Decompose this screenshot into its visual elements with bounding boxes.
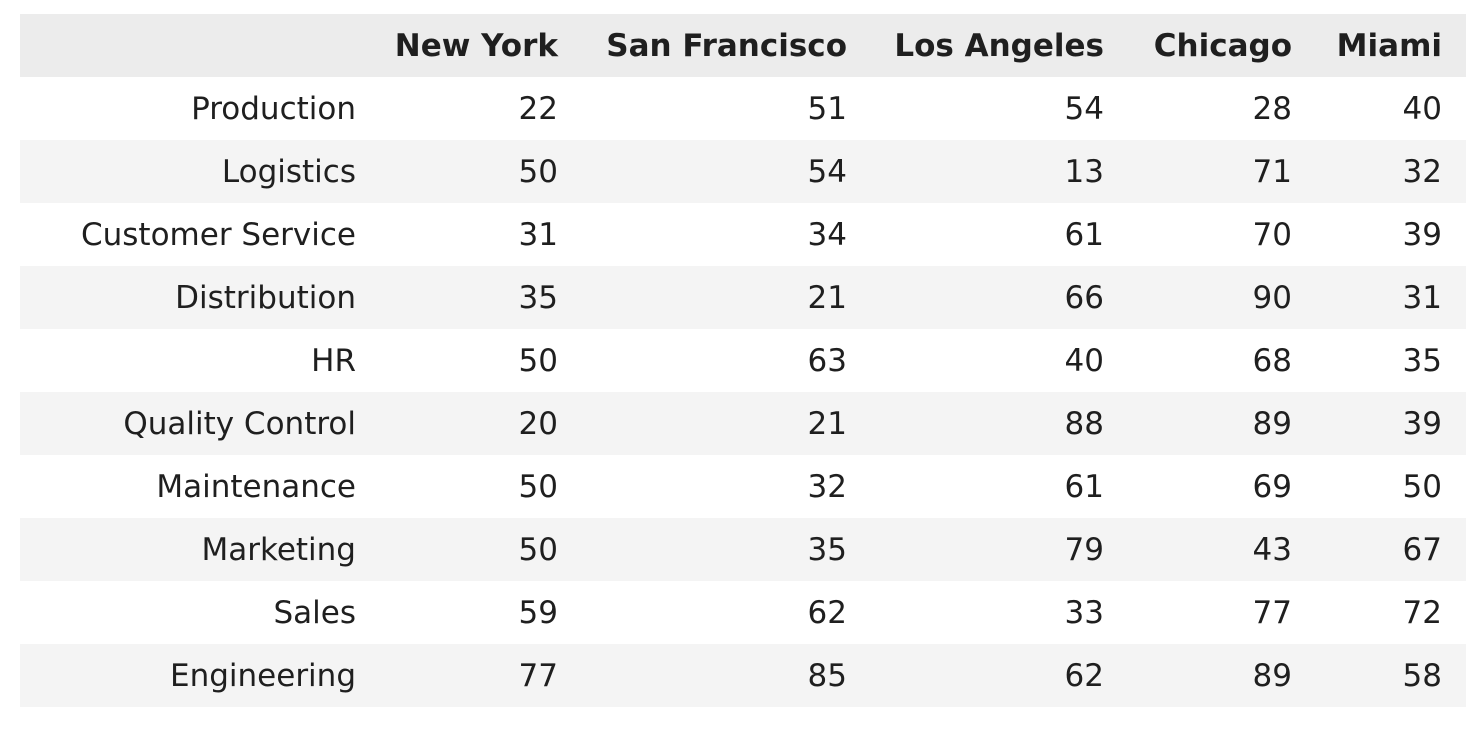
table-cell: 58: [1402, 657, 1442, 694]
table-row: Distribution 35 21 66 90 31: [20, 266, 1466, 329]
table-cell: 20: [518, 405, 558, 442]
table-cell: 50: [518, 342, 558, 379]
table-cell: 67: [1402, 531, 1442, 568]
table-cell: 89: [1252, 657, 1292, 694]
table-cell: 61: [1064, 216, 1104, 253]
table-row: HR 50 63 40 68 35: [20, 329, 1466, 392]
data-table-container: New York San Francisco Los Angeles Chica…: [20, 14, 1466, 707]
row-label: Engineering: [170, 657, 356, 694]
table-cell: 62: [1064, 657, 1104, 694]
row-label: HR: [311, 342, 356, 379]
table-cell: 68: [1252, 342, 1292, 379]
table-row: Maintenance 50 32 61 69 50: [20, 455, 1466, 518]
table-cell: 39: [1402, 216, 1442, 253]
row-label: Customer Service: [80, 216, 356, 253]
table-cell: 66: [1064, 279, 1104, 316]
table-cell: 62: [807, 594, 847, 631]
table-row: Marketing 50 35 79 43 67: [20, 518, 1466, 581]
table-cell: 54: [1064, 90, 1104, 127]
table-cell: 40: [1064, 342, 1104, 379]
table-cell: 33: [1064, 594, 1104, 631]
table-cell: 43: [1252, 531, 1292, 568]
table-cell: 61: [1064, 468, 1104, 505]
table-row: Sales 59 62 33 77 72: [20, 581, 1466, 644]
table-row: Logistics 50 54 13 71 32: [20, 140, 1466, 203]
table-cell: 35: [807, 531, 847, 568]
table-cell: 72: [1402, 594, 1442, 631]
table-cell: 50: [1402, 468, 1442, 505]
table-row: Customer Service 31 34 61 70 39: [20, 203, 1466, 266]
table-cell: 59: [518, 594, 558, 631]
table-cell: 70: [1252, 216, 1292, 253]
table-cell: 22: [518, 90, 558, 127]
table-cell: 34: [807, 216, 847, 253]
row-label: Production: [191, 90, 356, 127]
row-label: Distribution: [175, 279, 356, 316]
table-cell: 69: [1252, 468, 1292, 505]
table-cell: 50: [518, 153, 558, 190]
table-cell: 85: [807, 657, 847, 694]
table-cell: 28: [1252, 90, 1292, 127]
column-header-san-francisco: San Francisco: [606, 27, 847, 64]
table-cell: 13: [1064, 153, 1104, 190]
table-row: Production 22 51 54 28 40: [20, 77, 1466, 140]
table-cell: 21: [807, 279, 847, 316]
table-cell: 31: [518, 216, 558, 253]
table-cell: 35: [518, 279, 558, 316]
row-label: Quality Control: [123, 405, 356, 442]
row-label: Marketing: [201, 531, 356, 568]
table-cell: 32: [1402, 153, 1442, 190]
table-cell: 21: [807, 405, 847, 442]
row-label: Maintenance: [156, 468, 356, 505]
column-header-index: [20, 14, 356, 77]
table-cell: 90: [1252, 279, 1292, 316]
table-cell: 89: [1252, 405, 1292, 442]
table-cell: 63: [807, 342, 847, 379]
table-cell: 79: [1064, 531, 1104, 568]
table-cell: 50: [518, 468, 558, 505]
table-cell: 35: [1402, 342, 1442, 379]
table-cell: 77: [518, 657, 558, 694]
table-cell: 71: [1252, 153, 1292, 190]
table-cell: 39: [1402, 405, 1442, 442]
table-row: Quality Control 20 21 88 89 39: [20, 392, 1466, 455]
header-row: New York San Francisco Los Angeles Chica…: [20, 14, 1466, 77]
table-cell: 54: [807, 153, 847, 190]
table-cell: 50: [518, 531, 558, 568]
column-header-new-york: New York: [394, 27, 558, 64]
table-cell: 32: [807, 468, 847, 505]
column-header-los-angeles: Los Angeles: [894, 27, 1104, 64]
column-header-miami: Miami: [1336, 27, 1442, 64]
table-cell: 40: [1402, 90, 1442, 127]
table-cell: 51: [807, 90, 847, 127]
data-table: New York San Francisco Los Angeles Chica…: [20, 14, 1466, 707]
column-header-chicago: Chicago: [1153, 27, 1292, 64]
table-cell: 31: [1402, 279, 1442, 316]
table-cell: 77: [1252, 594, 1292, 631]
row-label: Sales: [273, 594, 356, 631]
table-row: Engineering 77 85 62 89 58: [20, 644, 1466, 707]
table-cell: 88: [1064, 405, 1104, 442]
row-label: Logistics: [221, 153, 356, 190]
